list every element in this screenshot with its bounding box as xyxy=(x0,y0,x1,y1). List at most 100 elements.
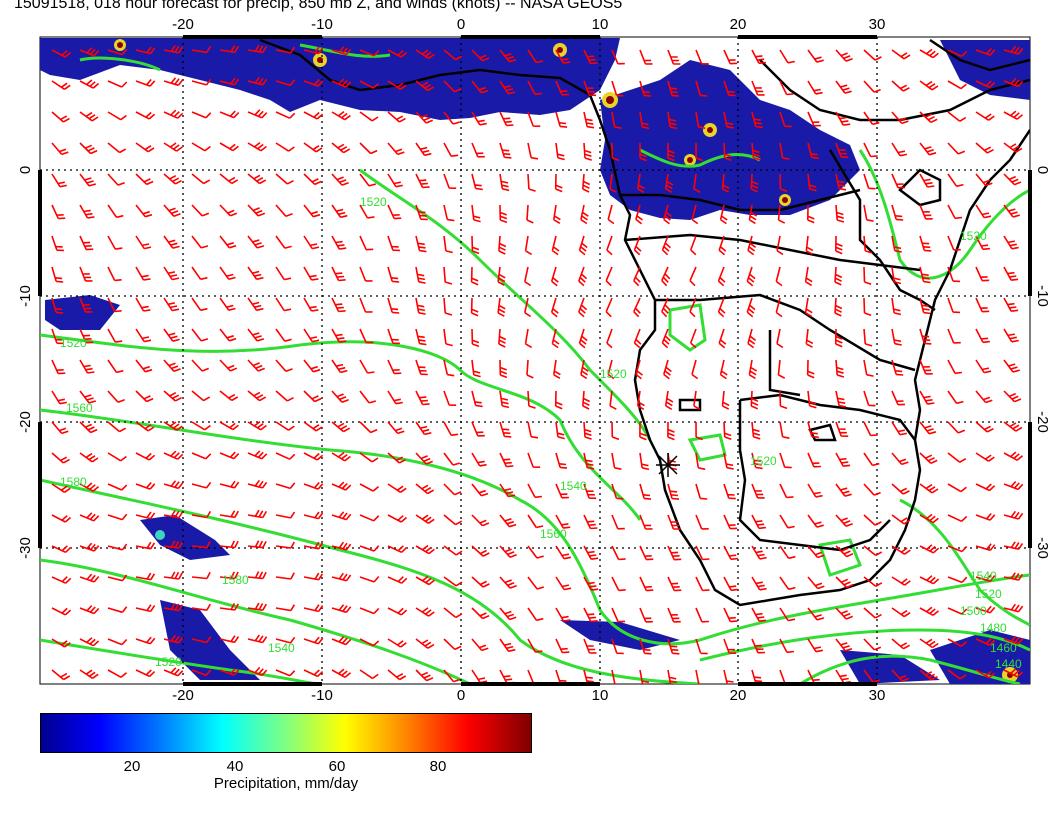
wind-barb xyxy=(163,571,183,580)
wind-barb xyxy=(443,359,455,377)
wind-barb xyxy=(415,173,430,189)
wind-barb xyxy=(891,297,902,316)
wind-barb xyxy=(191,571,211,580)
wind-barb xyxy=(663,204,672,225)
wind-barb xyxy=(275,390,294,402)
wind-barb xyxy=(746,266,756,287)
wind-barb xyxy=(79,47,100,57)
wind-barb xyxy=(415,328,427,346)
wind-barb xyxy=(667,49,681,65)
wind-barb xyxy=(975,543,996,552)
wind-barb xyxy=(695,483,708,500)
wind-barb xyxy=(275,111,296,119)
wind-barb xyxy=(975,638,996,646)
wind-barb xyxy=(303,297,319,312)
wind-barb xyxy=(919,80,939,91)
wind-barb xyxy=(415,142,432,157)
wind-barb xyxy=(219,142,239,152)
wind-barb xyxy=(667,576,682,592)
wind-barb xyxy=(695,142,703,162)
wind-barb xyxy=(835,452,851,467)
wind-barb xyxy=(524,297,532,318)
wind-barb xyxy=(919,48,939,59)
wind-barb xyxy=(359,545,380,552)
wind-barb xyxy=(303,390,322,403)
wind-barb xyxy=(107,390,125,403)
wind-barb xyxy=(51,328,64,345)
wind-barb xyxy=(163,634,184,644)
wind-barb xyxy=(387,607,408,616)
wind-barb xyxy=(191,45,212,54)
wind-barb xyxy=(359,607,380,615)
wind-barb xyxy=(107,359,124,374)
wind-barb xyxy=(191,297,208,312)
wind-barb xyxy=(415,638,435,649)
wind-barb xyxy=(947,514,968,523)
wind-barb xyxy=(219,451,240,460)
wind-barb xyxy=(550,266,559,287)
wind-barb xyxy=(51,111,70,123)
wind-barb xyxy=(583,142,592,161)
wind-barb xyxy=(553,204,561,224)
wind-barb xyxy=(891,49,911,60)
wind-barb xyxy=(639,111,650,130)
wind-barb xyxy=(807,204,815,224)
wind-barb xyxy=(471,80,489,94)
wind-barb xyxy=(527,545,544,559)
wind-barb xyxy=(219,668,240,676)
wind-barb xyxy=(497,297,506,317)
contour-label: 1520 xyxy=(360,195,387,209)
wind-barb xyxy=(219,204,238,217)
wind-barb xyxy=(79,482,100,492)
wind-barb xyxy=(387,49,408,58)
wind-barb xyxy=(163,266,180,281)
wind-barb xyxy=(695,576,710,592)
contour-label: 1520 xyxy=(60,336,87,350)
wind-barb xyxy=(919,544,940,554)
wind-barb xyxy=(499,576,517,589)
wind-barb xyxy=(219,235,237,249)
lon-label: 20 xyxy=(730,687,747,700)
wind-barb xyxy=(633,297,641,318)
wind-barb xyxy=(723,80,736,97)
wind-barb xyxy=(891,483,910,495)
wind-barb xyxy=(583,514,598,530)
wind-barb xyxy=(1003,266,1019,281)
wind-barb xyxy=(51,235,64,252)
wind-barb xyxy=(863,80,881,93)
wind-barb xyxy=(1003,451,1024,461)
wind-barb xyxy=(919,606,940,616)
wind-barb xyxy=(723,545,738,561)
wind-barb xyxy=(275,204,293,218)
wind-barb xyxy=(527,638,543,653)
wind-barb xyxy=(524,266,532,287)
wind-barb xyxy=(191,78,212,86)
wind-barb xyxy=(387,204,402,220)
lat-labels-left: 0 -10 -20 -30 xyxy=(17,166,34,559)
wind-barb xyxy=(891,142,908,157)
wind-barb xyxy=(303,636,324,645)
wind-barb xyxy=(805,235,814,255)
wind-barb xyxy=(51,266,64,283)
wind-barb xyxy=(415,297,426,315)
wind-barb xyxy=(611,669,616,684)
wind-barb xyxy=(191,390,211,402)
wind-barb xyxy=(107,173,125,186)
wind-barb xyxy=(79,204,95,219)
wind-barb xyxy=(415,204,428,221)
wind-barb xyxy=(583,80,597,97)
wind-barb xyxy=(359,49,380,57)
forecast-map: 1520 1520 1560 1580 1520 1540 1560 1580 … xyxy=(17,16,1051,700)
wind-barb xyxy=(661,235,671,256)
wind-barb xyxy=(303,669,324,678)
wind-barb xyxy=(219,390,239,402)
wind-barb xyxy=(723,452,734,470)
lat-label: 0 xyxy=(1034,166,1051,174)
wind-barb xyxy=(247,509,268,519)
wind-barb xyxy=(51,483,71,493)
wind-barb xyxy=(663,359,672,380)
wind-barb xyxy=(163,109,184,119)
wind-barb xyxy=(471,545,490,557)
wind-barb xyxy=(611,638,624,655)
wind-barb xyxy=(578,266,588,287)
